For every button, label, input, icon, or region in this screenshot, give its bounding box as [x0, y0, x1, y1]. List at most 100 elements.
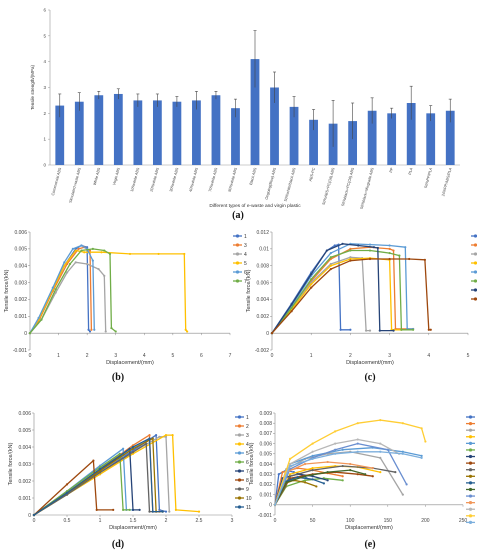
data-point	[368, 329, 372, 332]
y-tick-label: 0	[266, 331, 269, 337]
legend-label: 5	[244, 261, 247, 267]
data-point	[112, 508, 115, 511]
y-tick-label: 5	[43, 33, 46, 38]
data-point	[157, 252, 160, 256]
y-tick-label: 2	[43, 111, 46, 116]
bar-7	[172, 101, 182, 165]
bar-20	[426, 113, 436, 165]
y-tick-label: 0.001	[259, 492, 272, 498]
legend-marker	[468, 487, 473, 492]
category-label: 50%black+Mixgrade ABS	[360, 167, 375, 210]
legend-marker	[468, 501, 473, 505]
data-point	[349, 247, 352, 250]
chart-panel-5: -0.00100.0010.0020.0030.0040.0050.0060.0…	[249, 411, 475, 550]
y-tick-label: 0.006	[259, 441, 272, 447]
legend-marker	[468, 428, 473, 432]
data-point	[148, 510, 151, 513]
legend-label: 3	[244, 243, 247, 249]
data-point	[65, 483, 69, 486]
legend-marker	[468, 435, 473, 439]
y-tick-label: 0	[269, 503, 272, 509]
series-line-5	[29, 249, 188, 334]
legend-marker	[237, 460, 242, 464]
x-tick-label: 7	[229, 353, 232, 359]
legend-marker	[473, 234, 477, 238]
data-point	[91, 259, 94, 262]
data-point	[290, 310, 293, 313]
y-axis-title: Tensile force/(kN)	[8, 442, 14, 485]
legend-marker	[468, 441, 473, 445]
data-point	[63, 261, 66, 264]
data-point	[398, 254, 401, 257]
data-point	[290, 303, 293, 306]
y-tick-label: 0.003	[259, 472, 272, 478]
bar-4	[113, 93, 123, 165]
data-point	[68, 262, 72, 266]
data-point	[405, 483, 408, 486]
y-tick-label: 0.005	[14, 247, 27, 253]
legend-label: 7	[246, 469, 249, 475]
legend-marker	[473, 270, 477, 274]
x-tick-label: 0	[29, 353, 32, 359]
series-line-6	[271, 249, 414, 334]
y-tick-label: 6	[43, 8, 46, 13]
data-point	[122, 447, 125, 450]
data-point	[131, 444, 135, 447]
x-axis-title: Different types of e-waste and virgin pl…	[209, 203, 301, 209]
data-point	[311, 454, 314, 457]
x-tick-label: 1	[310, 353, 313, 359]
data-point	[386, 448, 389, 451]
data-point	[356, 442, 359, 445]
data-point	[86, 262, 89, 266]
data-point	[288, 475, 292, 478]
legend-marker	[237, 469, 242, 473]
category-label: PP	[389, 167, 394, 173]
series-line-17	[274, 451, 422, 506]
x-tick-label: 3	[231, 518, 234, 524]
y-tick-label: 0.009	[259, 411, 272, 417]
x-tick-label: 1	[57, 353, 60, 359]
data-point	[412, 328, 415, 331]
legend-marker	[473, 297, 477, 301]
legend-marker	[235, 279, 240, 283]
y-tick-label: 0.002	[259, 482, 272, 488]
data-point	[87, 328, 90, 331]
legend-label: 5	[246, 451, 249, 457]
data-point	[51, 286, 54, 289]
data-point	[401, 493, 404, 496]
data-point	[108, 252, 112, 256]
legend-marker	[468, 494, 473, 498]
x-tick-label: 4	[143, 353, 146, 359]
legend-marker	[468, 421, 473, 426]
data-point	[174, 508, 177, 511]
data-point	[401, 452, 404, 455]
data-point	[281, 471, 284, 474]
data-point	[54, 291, 57, 294]
bar-17	[367, 110, 377, 165]
bar-6	[152, 100, 162, 165]
legend-marker	[473, 243, 477, 247]
x-tick-label: 3	[388, 353, 391, 359]
data-point	[161, 510, 164, 513]
data-point	[145, 442, 148, 445]
legend-marker	[468, 448, 473, 452]
data-point	[310, 286, 313, 289]
data-point	[341, 464, 344, 468]
data-point	[91, 247, 94, 250]
panel-label: (e)	[364, 539, 375, 550]
data-point	[138, 508, 141, 511]
data-point	[83, 251, 86, 254]
y-tick-label: 0.003	[14, 280, 27, 286]
data-point	[155, 434, 158, 437]
y-tick-label: 0.002	[14, 297, 27, 303]
series-line-5	[271, 243, 414, 334]
data-point	[114, 330, 117, 333]
legend-marker	[235, 261, 240, 265]
category-label: 24%PP/ABS/PLA	[441, 167, 453, 197]
data-point	[183, 252, 186, 256]
legend-marker	[237, 451, 242, 455]
legend-marker	[235, 270, 240, 274]
data-point	[288, 464, 292, 468]
data-point	[103, 274, 106, 277]
data-point	[371, 466, 374, 470]
